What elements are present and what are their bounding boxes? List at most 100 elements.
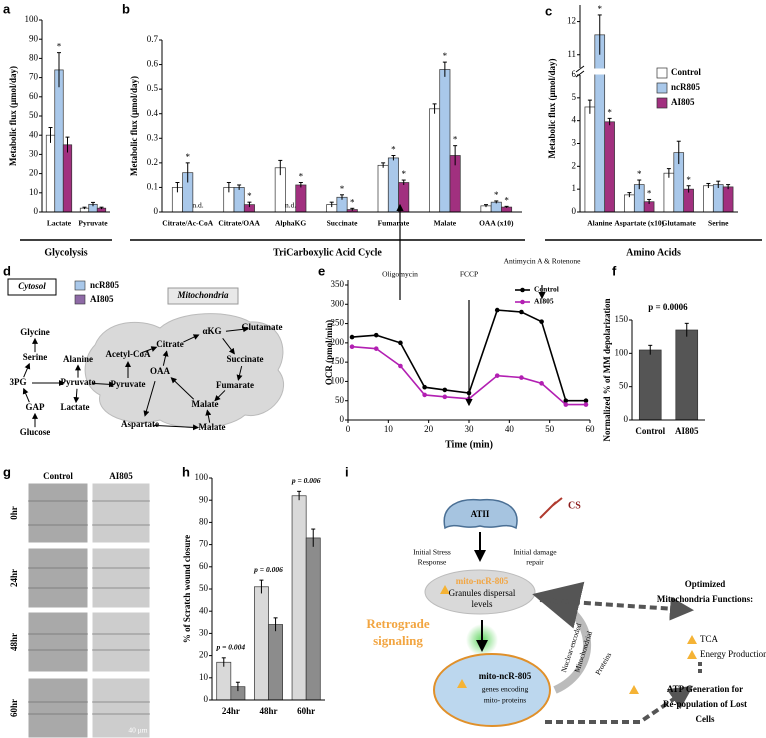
metabolite: Serine — [23, 352, 48, 362]
x-tick-label: 40 — [505, 424, 515, 434]
annotation: FCCP — [460, 270, 478, 279]
bar — [703, 185, 714, 213]
diagram-text: mito-ncR-805 — [456, 576, 509, 586]
point — [583, 402, 589, 407]
y-tick-label: 3 — [572, 138, 577, 148]
mito-label: Mitochondria — [176, 290, 229, 300]
x-tick-label: AI805 — [675, 426, 699, 436]
diagram-text: mito-ncR-805 — [479, 671, 532, 681]
scale-label: 40 μm — [128, 726, 147, 735]
row-label: 24hr — [9, 569, 19, 587]
panel-letter: e — [318, 263, 325, 278]
metabolite: OAA — [150, 366, 171, 376]
y-tick-label: 0.6 — [147, 59, 159, 69]
y-tick-label: 0 — [154, 206, 159, 216]
increase-arrow — [687, 650, 697, 659]
y-tick-label: 20 — [29, 168, 39, 178]
legend-swatch — [74, 280, 86, 291]
y-tick-label: 50 — [199, 583, 209, 593]
pathway-arrow — [23, 362, 31, 378]
x-tick-label: Malate — [434, 219, 457, 228]
point — [494, 373, 500, 378]
x-tick-label: 60 — [586, 424, 596, 434]
significance-mark: * — [494, 190, 499, 200]
metabolite: αKG — [202, 326, 221, 336]
metabolite: Aspartate — [121, 419, 159, 429]
y-tick-label: 0.4 — [147, 108, 159, 118]
pathway-arrow — [153, 424, 200, 431]
p-value: p = 0.004 — [216, 643, 246, 652]
pathway-arrow — [205, 409, 212, 423]
mito-box — [167, 287, 239, 305]
bar — [490, 201, 502, 213]
bar — [268, 624, 283, 701]
cytosol-label: Cytosol — [18, 281, 46, 291]
bar — [387, 157, 399, 213]
metabolite: Citrate — [156, 339, 183, 349]
y-tick-label: 50 — [619, 381, 629, 391]
x-tick-label: Citrate/Ac-CoA — [162, 219, 213, 228]
bar — [254, 586, 269, 701]
x-tick-label: Fumarate — [378, 219, 410, 228]
protein-arrow — [532, 581, 591, 694]
micrograph — [27, 547, 89, 609]
panel-letter: g — [3, 464, 11, 479]
diagram-text: Initial Stress — [413, 548, 451, 557]
y-tick-label: 100 — [615, 347, 629, 357]
metabolite: Malate — [192, 399, 219, 409]
y-tick-label: 60 — [29, 91, 39, 101]
x-tick-label: Aspartate (x10) — [614, 219, 664, 228]
y-tick-label: 50 — [335, 395, 345, 405]
y-tick-label: 20 — [199, 650, 209, 660]
significance-mark: * — [350, 197, 355, 207]
significance-mark: * — [340, 184, 345, 194]
break-mark — [575, 70, 585, 78]
y-tick-label: 30 — [29, 148, 39, 158]
y-tick-label: 0 — [34, 206, 39, 216]
x-tick-label: 0 — [346, 424, 351, 434]
y-tick-label: 70 — [29, 72, 39, 82]
pathway-arrow — [162, 350, 169, 366]
point — [373, 332, 379, 338]
bar — [429, 108, 441, 213]
y-tick-label: 0.1 — [147, 181, 158, 191]
significance-mark: * — [637, 169, 642, 179]
point — [398, 340, 403, 346]
y-tick-label: 0.2 — [147, 157, 158, 167]
metabolite: GAP — [26, 402, 46, 412]
x-tick-label: 48hr — [260, 706, 278, 716]
bar — [675, 329, 699, 421]
metabolite: Acetyl-CoA — [106, 349, 151, 359]
point — [539, 381, 544, 386]
p-value: p = 0.006 — [253, 565, 283, 574]
point — [539, 319, 544, 324]
metabolite: Fumarate — [216, 380, 254, 390]
y-tick-label: 250 — [331, 318, 345, 328]
increase-arrow — [440, 585, 450, 594]
panel-letter: d — [3, 263, 11, 278]
diagram-text: signaling — [373, 633, 423, 648]
group-label: TriCarboxylic Acid Cycle — [273, 247, 382, 258]
diagram-text: Initial damage — [513, 548, 557, 557]
significance-mark: * — [686, 175, 691, 185]
row-label: 48hr — [9, 633, 19, 651]
y-tick-label: 100 — [195, 472, 209, 482]
y-axis-label: Metabolic flux (μmol/day) — [129, 76, 139, 176]
y-tick-label: 100 — [25, 14, 39, 24]
significance-mark: * — [299, 172, 304, 182]
diagram-text: ATP Generation for — [667, 684, 743, 694]
x-tick-label: Lactate — [47, 219, 72, 228]
value-label: n.d. — [192, 201, 203, 210]
pathway-arrow — [183, 334, 200, 343]
bar — [295, 184, 307, 213]
p-value: p = 0.006 — [291, 476, 321, 485]
y-axis-label: Metabolic flux (μmol/day) — [8, 66, 18, 166]
y-tick-label: 1 — [572, 183, 577, 193]
panel-letter: i — [345, 464, 349, 479]
point — [349, 334, 355, 340]
mitochondria-shape — [84, 313, 284, 429]
significance-mark: * — [57, 42, 62, 52]
y-tick-label: 6 — [572, 69, 577, 79]
point — [494, 307, 500, 313]
y-tick-label: 2 — [572, 160, 577, 170]
